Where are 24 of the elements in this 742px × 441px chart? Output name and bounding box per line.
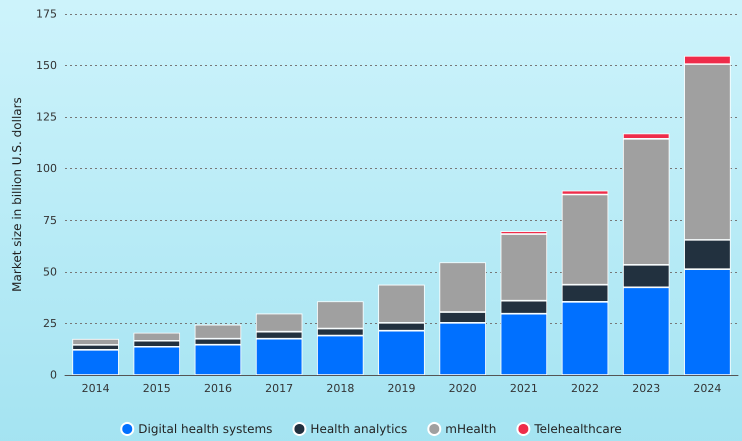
x-tick-label: 2015 [142, 382, 171, 395]
x-tick-label: 2016 [204, 382, 232, 395]
y-tick-label: 0 [50, 368, 57, 382]
y-axis-title: Market size in billion U.S. dollars [10, 97, 24, 292]
x-tick-label: 2020 [448, 382, 477, 395]
x-tick-label: 2024 [693, 382, 722, 395]
y-tick-label: 50 [43, 265, 57, 278]
x-tick-label: 2021 [510, 382, 538, 395]
y-tick-label: 175 [36, 8, 57, 20]
x-tick-label: 2022 [571, 382, 600, 395]
y-tick-label: 125 [36, 110, 57, 124]
y-tick-label: 150 [36, 59, 57, 72]
legend-label: mHealth [445, 422, 496, 436]
legend-label: Health analytics [310, 422, 408, 436]
x-tick-label: 2019 [388, 382, 416, 395]
y-tick-label: 100 [36, 162, 57, 176]
y-tick-label: 25 [43, 316, 57, 330]
legend-label: Digital health systems [138, 422, 272, 436]
x-tick-label: 2018 [326, 382, 354, 395]
legend-label: Telehealthcare [533, 422, 622, 436]
x-tick-label: 2023 [632, 382, 660, 395]
x-tick-label: 2014 [82, 382, 110, 395]
y-tick-label: 75 [43, 214, 57, 227]
x-tick-label: 2017 [265, 382, 294, 395]
